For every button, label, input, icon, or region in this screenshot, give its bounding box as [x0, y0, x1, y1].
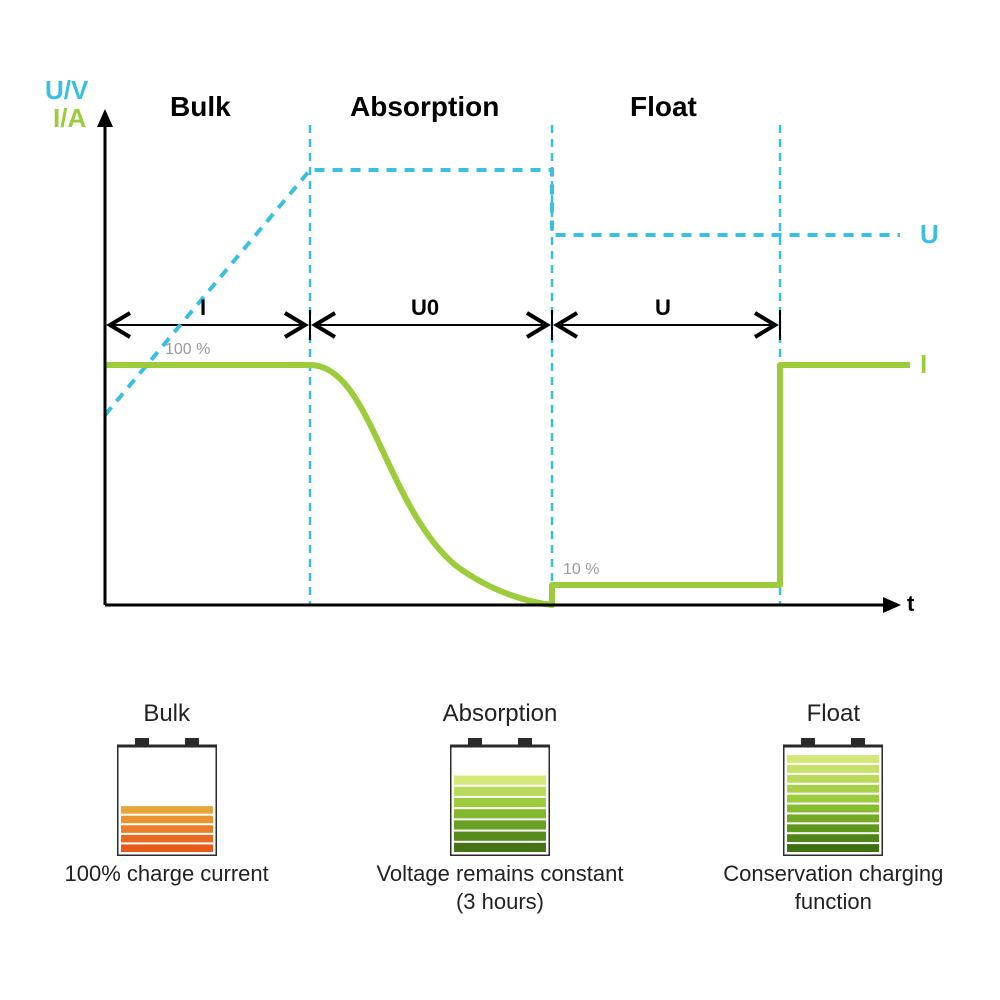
dim-label-u0: U0 — [411, 295, 439, 321]
axis-label-ia: I/A — [53, 103, 86, 134]
phase-header-float: Float — [630, 91, 697, 123]
legend-item-absorption: Absorption Voltage remains constant(3 ho… — [350, 700, 650, 915]
legend-desc-absorption: Voltage remains constant(3 hours) — [350, 860, 650, 915]
chart-svg — [85, 105, 915, 625]
charging-phases-chart: U/V I/A Bulk Absorption Float I U0 U 100… — [85, 105, 915, 625]
time-axis-label: t — [907, 591, 914, 617]
y-axis-arrow — [97, 109, 113, 127]
voltage-end-label: U — [920, 219, 939, 250]
phase-header-bulk: Bulk — [170, 91, 231, 123]
legend-item-bulk: Bulk 100% charge current — [17, 700, 317, 915]
legend-title-bulk: Bulk — [17, 700, 317, 728]
current-end-label: I — [920, 349, 927, 380]
current-line — [105, 365, 910, 605]
pct-100: 100 % — [165, 341, 210, 359]
axis-label-uv: U/V — [45, 75, 88, 106]
battery-icon-float — [783, 738, 883, 848]
x-axis-arrow — [883, 597, 901, 613]
legend-desc-float: Conservation chargingfunction — [683, 860, 983, 915]
legend-title-absorption: Absorption — [350, 700, 650, 728]
dim-label-i: I — [200, 295, 206, 321]
battery-icon-absorption — [450, 738, 550, 848]
legend-title-float: Float — [683, 700, 983, 728]
legend-desc-bulk: 100% charge current — [17, 860, 317, 888]
phase-header-absorption: Absorption — [350, 91, 499, 123]
battery-icon-bulk — [117, 738, 217, 848]
dim-label-u: U — [655, 295, 671, 321]
pct-10: 10 % — [563, 561, 599, 579]
legend-row: Bulk 100% charge current Absorption Volt… — [0, 700, 1000, 915]
legend-item-float: Float Conservation chargingfunction — [683, 700, 983, 915]
